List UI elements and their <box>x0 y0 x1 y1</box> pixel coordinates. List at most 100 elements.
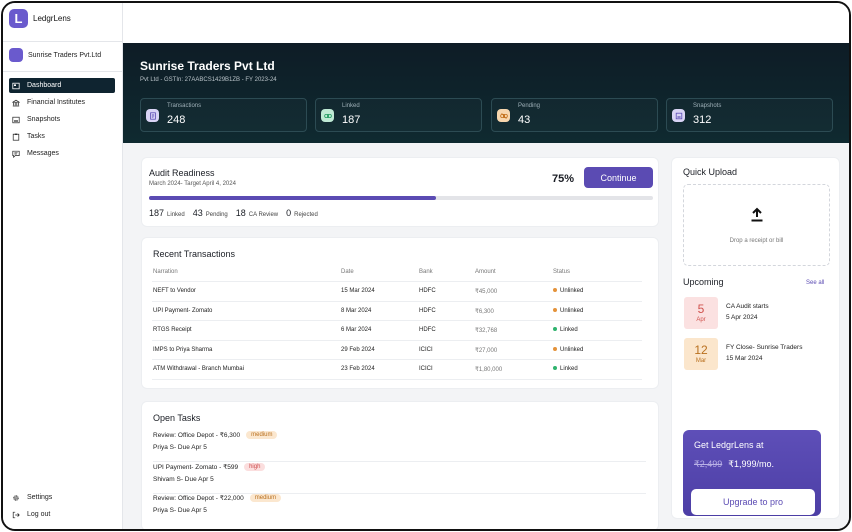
audit-stats: 187 Linked 43 Pending 18 CA Review 0 Rejecte… <box>149 208 318 218</box>
audit-stat-rejected: 0 Rejected <box>286 208 318 218</box>
task-title: UPI Payment- Zomato - ₹599 <box>153 464 239 471</box>
stat-label: Snapshots <box>693 103 722 109</box>
amount: ₹32,768 <box>475 328 498 334</box>
stat-value: 187 <box>342 114 361 126</box>
narration: RTGS Receipt <box>153 327 192 333</box>
dropzone-text: Drop a receipt or bill <box>729 237 784 244</box>
section-title: Recent Transactions <box>153 249 236 259</box>
date: 15 Mar 2024 <box>341 288 375 294</box>
task-item[interactable]: Review: Office Depot - ₹6,300 medium Pri… <box>153 431 646 462</box>
quick-upload-title: Quick Upload <box>683 167 738 177</box>
status: Unlinked <box>553 308 583 314</box>
message-icon <box>12 150 20 158</box>
stat-card-linked[interactable]: Linked 187 <box>315 98 482 132</box>
status: Unlinked <box>553 347 583 353</box>
column-header: Narration <box>153 269 178 275</box>
sidebar-item-messages[interactable]: Messages <box>9 146 115 161</box>
narration: NEFT to Vendor <box>153 288 196 294</box>
sidebar-item-tasks[interactable]: Tasks <box>9 129 115 144</box>
table-row[interactable]: NEFT to Vendor 15 Mar 2024 HDFC ₹45,000 … <box>152 282 642 302</box>
stat-card-snapshots[interactable]: Snapshots 312 <box>666 98 833 132</box>
top-bar <box>123 3 849 43</box>
audit-progress-bar <box>149 196 653 200</box>
upcoming-event[interactable]: 12 Mar FY Close- Sunrise Traders 15 Mar … <box>684 338 834 370</box>
table-header: Narration Date Bank Amount Status <box>152 266 642 282</box>
sidebar-item-financial-institutes[interactable]: Financial Institutes <box>9 95 115 110</box>
sidebar-item-label: Tasks <box>27 133 45 140</box>
upcoming-title: Upcoming <box>683 277 724 287</box>
sidebar-item-snapshots[interactable]: Snapshots <box>9 112 115 127</box>
sidebar-item-settings[interactable]: Settings <box>9 490 115 505</box>
right-panel: Quick Upload Drop a receipt or bill Upco… <box>671 157 840 519</box>
sidebar-item-label: Log out <box>27 511 51 518</box>
sidebar-item-label: Snapshots <box>27 116 61 123</box>
task-title-row: Review: Office Depot - ₹22,000 medium <box>153 494 282 502</box>
sidebar-bottom: Settings Log out <box>9 490 115 524</box>
main-content: Audit Readiness March 2024- Target April… <box>123 143 849 529</box>
see-all-link[interactable]: See all <box>806 280 825 286</box>
org-switcher[interactable]: Sunrise Traders Pvt.Ltd <box>9 48 101 62</box>
clipboard-icon <box>12 133 20 141</box>
date: 6 Mar 2024 <box>341 327 372 333</box>
stat-label: Transactions <box>167 103 202 109</box>
stat-label: Linked <box>342 103 360 109</box>
table-row[interactable]: RTGS Receipt 6 Mar 2024 HDFC ₹32,768 Lin… <box>152 321 642 341</box>
document-icon <box>146 109 159 122</box>
link-icon <box>321 109 334 122</box>
stat-value: 43 <box>518 114 531 126</box>
audit-percent: 75% <box>552 173 575 185</box>
upload-dropzone[interactable]: Drop a receipt or bill <box>683 184 830 266</box>
priority-badge: high <box>244 463 266 471</box>
stat-card-transactions[interactable]: Transactions 248 <box>140 98 307 132</box>
status-dot <box>553 288 557 293</box>
audit-readiness-card: Audit Readiness March 2024- Target April… <box>141 157 659 227</box>
bank-icon <box>12 99 20 107</box>
bank: ICICI <box>419 346 433 353</box>
dashboard-icon <box>12 82 20 90</box>
new-price: ₹1,999/mo. <box>728 459 775 469</box>
narration: UPI Payment- Zomato <box>153 307 213 314</box>
company-details: Pvt Ltd - GSTIn: 27AABCS1429B1ZB - FY 20… <box>140 77 277 83</box>
event-date: 5 Apr 2024 <box>726 314 758 321</box>
status: Unlinked <box>553 288 583 294</box>
brand[interactable]: L LedgrLens <box>9 9 71 28</box>
event-date: 15 Mar 2024 <box>726 355 763 362</box>
audit-stat-pending: 43 Pending <box>192 208 228 218</box>
recent-transactions-card: Recent Transactions Narration Date Bank … <box>141 237 659 389</box>
upload-icon <box>749 207 765 228</box>
date: 23 Feb 2024 <box>341 366 375 372</box>
task-title-row: UPI Payment- Zomato - ₹599 high <box>153 463 266 471</box>
bank: HDFC <box>419 288 436 294</box>
org-avatar <box>9 48 23 62</box>
stat-card-pending[interactable]: Pending 43 <box>491 98 658 132</box>
event-day: 12 <box>694 343 708 357</box>
column-header: Status <box>553 269 571 275</box>
sidebar-item-label: Settings <box>27 494 53 501</box>
column-header: Bank <box>419 269 433 275</box>
table-row[interactable]: ATM Withdrawal - Branch Mumbai 23 Feb 20… <box>152 360 642 380</box>
task-title-row: Review: Office Depot - ₹6,300 medium <box>153 431 278 439</box>
date: 8 Mar 2024 <box>341 307 372 314</box>
brand-name: LedgrLens <box>33 14 71 23</box>
bank: ICICI <box>419 366 433 372</box>
snapshot-icon <box>672 109 685 122</box>
sidebar-item-logout[interactable]: Log out <box>9 507 115 522</box>
table-row[interactable]: UPI Payment- Zomato 8 Mar 2024 HDFC ₹6,3… <box>152 302 642 321</box>
sidebar-item-dashboard[interactable]: Dashboard <box>9 78 115 93</box>
company-name: Sunrise Traders Pvt Ltd <box>140 59 275 73</box>
old-price: ₹2,499 <box>694 459 723 469</box>
task-item[interactable]: UPI Payment- Zomato - ₹599 high Shivam S… <box>153 463 646 494</box>
status-dot <box>553 307 557 312</box>
sidebar-item-label: Messages <box>27 150 59 157</box>
task-item[interactable]: Review: Office Depot - ₹22,000 medium Pr… <box>153 494 646 525</box>
upgrade-button[interactable]: Upgrade to pro <box>691 489 815 515</box>
table-row[interactable]: IMPS to Priya Sharma 29 Feb 2024 ICICI ₹… <box>152 341 642 360</box>
stat-value: 248 <box>167 114 186 126</box>
logout-icon <box>12 511 20 519</box>
continue-button[interactable]: Continue <box>584 167 653 188</box>
upcoming-event[interactable]: 5 Apr CA Audit starts 5 Apr 2024 <box>684 297 834 329</box>
pending-link-icon <box>497 109 510 122</box>
open-tasks-card: Open Tasks Review: Office Depot - ₹6,300… <box>141 401 659 529</box>
event-title: FY Close- Sunrise Traders <box>726 344 803 351</box>
